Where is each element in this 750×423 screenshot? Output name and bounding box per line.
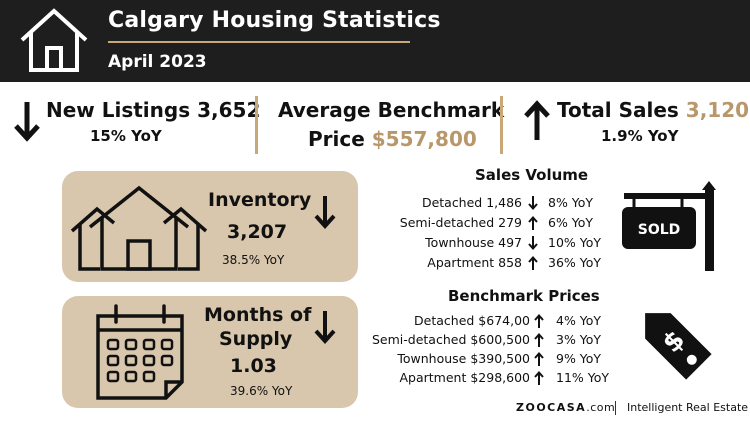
list-item: Apartment $298,600 [0, 369, 531, 387]
supply-value: 1.03 [230, 355, 277, 377]
inventory-panel: Inventory 3,207 38.5% YoY [62, 171, 358, 282]
new-listings-value: 3,652 [197, 98, 261, 122]
stat-divider [255, 96, 258, 154]
arrow-down-icon [528, 236, 538, 250]
brand-domain: .com [586, 401, 616, 414]
arrow-up-icon [528, 256, 538, 270]
benchmark-prices-title: Benchmark Prices [448, 287, 600, 305]
arrow-up-icon [534, 371, 544, 385]
benchmark-label-line1: Average Benchmark [278, 98, 505, 122]
list-item-label: Semi-detached 279 [399, 215, 522, 230]
list-item-yoy: 3% YoY [556, 332, 602, 347]
list-item-label: Detached $674,00 [414, 313, 530, 328]
supply-panel: Months of Supply 1.03 39.6% YoY [62, 296, 358, 408]
list-item: Semi-detached $600,500 [0, 331, 530, 349]
house-outline-icon [20, 8, 88, 72]
list-item-label: Apartment $298,600 [399, 370, 531, 385]
benchmark-value: $557,800 [371, 127, 477, 151]
inventory-label: Inventory [208, 189, 312, 211]
brand-tagline: Intelligent Real Estate [627, 401, 749, 414]
benchmark-label-line2: Price [308, 127, 365, 151]
stat-divider [500, 96, 503, 154]
supply-label-line1: Months of [204, 304, 312, 326]
new-listings-yoy: 15% YoY [90, 127, 162, 145]
list-item-label: Detached 1,486 [421, 195, 522, 210]
list-item-yoy: 11% YoY [556, 370, 610, 385]
arrow-down-icon [314, 311, 336, 344]
brand-logo: ZOOCASA.com [516, 401, 615, 414]
list-item-label: Apartment 858 [427, 255, 522, 270]
list-item: Detached 1,486 [0, 194, 522, 212]
sold-sign-icon: SOLD [622, 181, 716, 271]
list-item-label: Townhouse 497 [425, 235, 522, 250]
arrow-down-icon [14, 102, 40, 142]
houses-icon [70, 185, 208, 271]
title-divider [108, 41, 410, 43]
list-item-yoy: 9% YoY [556, 351, 602, 366]
total-sales-value: 3,120 [685, 98, 750, 122]
total-sales-label: Total Sales [557, 98, 679, 122]
arrow-down-icon [314, 196, 336, 229]
arrow-up-icon [534, 333, 544, 347]
page-subtitle: April 2023 [108, 52, 207, 72]
list-item-yoy: 8% YoY [548, 195, 594, 210]
list-item: Townhouse 497 [0, 234, 522, 252]
list-item-yoy: 4% YoY [556, 313, 602, 328]
new-listings-label: New Listings [46, 98, 191, 122]
list-item-label: Townhouse $390,500 [397, 351, 530, 366]
arrow-up-icon [534, 352, 544, 366]
brand-name: ZOOCASA [516, 401, 587, 414]
price-tag-icon: $ [645, 313, 712, 380]
list-item: Townhouse $390,500 [0, 350, 530, 368]
list-item: Semi-detached 279 [0, 214, 522, 232]
list-item-yoy: 36% YoY [548, 255, 602, 270]
page-title: Calgary Housing Statistics [108, 8, 441, 33]
sales-volume-title: Sales Volume [475, 166, 589, 184]
footer-divider [615, 401, 616, 415]
list-item: Apartment 858 [0, 254, 522, 272]
inventory-yoy: 38.5% YoY [222, 253, 285, 267]
arrow-down-icon [528, 196, 538, 210]
arrow-up-icon [534, 314, 544, 328]
arrow-up-icon [524, 100, 550, 140]
total-sales-yoy: 1.9% YoY [601, 127, 679, 145]
calendar-icon [96, 304, 184, 400]
list-item: Detached $674,00 [0, 312, 530, 330]
list-item-label: Semi-detached $600,500 [371, 332, 530, 347]
list-item-yoy: 6% YoY [548, 215, 594, 230]
inventory-value: 3,207 [227, 221, 288, 243]
new-listings-stat: New Listings 3,652 [46, 98, 260, 122]
header-banner: Calgary Housing Statistics April 2023 [0, 0, 750, 82]
arrow-up-icon [528, 216, 538, 230]
supply-yoy: 39.6% YoY [230, 384, 293, 398]
sold-sign-text: SOLD [638, 222, 681, 238]
benchmark-stat: Price $557,800 [308, 127, 477, 151]
list-item-yoy: 10% YoY [548, 235, 602, 250]
supply-label-line2: Supply [219, 328, 293, 350]
total-sales-stat: Total Sales 3,120 [557, 98, 749, 122]
